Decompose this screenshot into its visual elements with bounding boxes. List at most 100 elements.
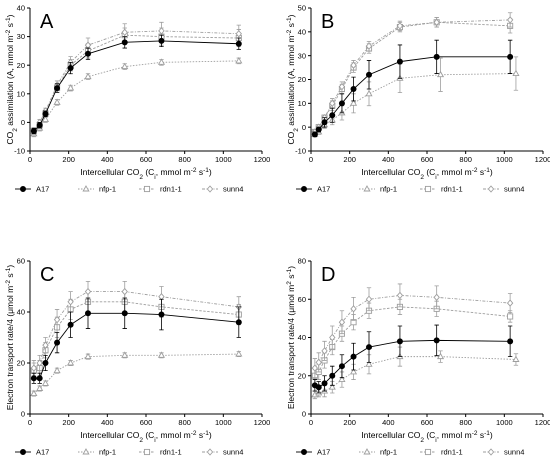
data-point: [506, 299, 514, 307]
data-point: [42, 341, 49, 349]
panel-letter: B: [321, 11, 334, 33]
data-point: [30, 389, 38, 397]
series-line: [33, 312, 239, 379]
data-point: [396, 338, 403, 345]
data-point: [436, 352, 445, 360]
data-point: [54, 339, 61, 346]
legend-label: sunn4: [223, 185, 243, 194]
legend-label: sunn4: [504, 448, 524, 457]
legend-item-rdn1-1: rdn1-1: [139, 185, 182, 194]
series-sunn4: [311, 12, 514, 136]
data-point: [329, 112, 336, 119]
x-tick-label: 1000: [215, 418, 232, 427]
data-point: [67, 65, 74, 72]
y-tick-label: 0: [21, 410, 25, 419]
series-line: [314, 356, 516, 396]
legend-marker: [19, 185, 26, 192]
y-tick-label: 40: [298, 333, 306, 342]
y-tick-label: 20: [17, 359, 25, 368]
data-point: [315, 384, 322, 391]
data-point: [321, 347, 328, 355]
panel-d: 0 200 400 600 800 1000 1200 0 20 40 60 80 D Intercell…: [286, 257, 550, 457]
legend: A17 nfp-1 rdn1-1 sunn4: [296, 448, 524, 457]
data-point: [329, 333, 336, 342]
legend: A17 nfp-1 rdn1-1 sunn4: [15, 185, 243, 194]
x-tick-label: 800: [178, 418, 191, 427]
data-point: [365, 89, 373, 97]
data-point: [235, 56, 243, 64]
series-a17: [311, 39, 514, 138]
data-point: [338, 363, 345, 370]
x-tick-label: 600: [140, 155, 153, 164]
data-point: [235, 30, 242, 38]
data-point: [338, 318, 346, 326]
data-point: [41, 379, 50, 386]
x-tick-label: 0: [28, 155, 32, 164]
data-point: [350, 353, 357, 360]
legend-item-nfp-1: nfp-1: [359, 448, 397, 457]
series-line: [314, 306, 511, 377]
y-tick-label: 10: [298, 99, 306, 108]
legend-label: nfp-1: [99, 448, 116, 457]
data-point: [507, 53, 514, 60]
data-point: [235, 40, 242, 47]
data-point: [84, 352, 92, 360]
data-point: [36, 375, 43, 382]
data-point: [30, 127, 37, 134]
series-a17: [30, 34, 242, 135]
series-line: [33, 40, 239, 132]
legend-item-sunn4: sunn4: [483, 448, 524, 457]
x-tick-label: 200: [62, 155, 75, 164]
x-tick-label: 800: [459, 155, 472, 164]
y-axis-title: CO2 assimilation (A, mmol m-2 s-1): [286, 14, 300, 144]
legend-marker: [143, 185, 151, 193]
x-tick-label: 1000: [215, 155, 232, 164]
x-tick-label: 1200: [535, 418, 550, 427]
y-axis-title: Electron transport rate/4 (μmol m-2 s-1): [5, 265, 16, 411]
legend-item-a17: A17: [296, 185, 330, 194]
legend-item-sunn4: sunn4: [202, 185, 243, 194]
data-point: [350, 305, 357, 313]
x-tick-label: 1200: [535, 155, 550, 164]
data-point: [67, 321, 74, 328]
data-point: [42, 110, 49, 117]
legend-item-nfp-1: nfp-1: [78, 448, 116, 457]
data-point: [396, 58, 403, 65]
data-point: [121, 28, 128, 36]
x-tick-label: 600: [421, 155, 434, 164]
data-point: [436, 70, 445, 78]
legend-label: nfp-1: [380, 448, 397, 457]
data-point: [121, 62, 129, 70]
data-point: [512, 355, 520, 362]
data-point: [365, 344, 372, 351]
data-point: [338, 375, 346, 383]
data-point: [41, 115, 50, 122]
panel-c: 0 200 400 600 800 1000 1200 0 20 40 60 C Intercellul…: [5, 257, 271, 457]
legend-marker: [487, 448, 495, 456]
series-nfp-1: [311, 56, 520, 138]
data-point: [396, 22, 404, 30]
data-point: [349, 99, 358, 106]
legend-label: nfp-1: [380, 185, 397, 194]
y-tick-label: 0: [302, 410, 306, 419]
data-point: [121, 287, 128, 296]
data-point: [433, 53, 440, 60]
legend-marker: [424, 448, 432, 456]
legend-label: A17: [317, 185, 330, 194]
data-point: [507, 338, 514, 345]
legend-marker: [487, 185, 495, 193]
data-point: [158, 37, 165, 44]
data-point: [157, 351, 166, 358]
series-line: [33, 301, 239, 372]
series-line: [33, 291, 239, 369]
data-point: [158, 311, 165, 318]
data-point: [53, 366, 61, 374]
legend-label: sunn4: [223, 448, 243, 457]
y-tick-label: 40: [17, 4, 25, 13]
data-point: [36, 384, 44, 391]
legend-item-rdn1-1: rdn1-1: [139, 448, 182, 457]
legend-item-a17: A17: [296, 448, 330, 457]
series-line: [314, 56, 511, 135]
x-tick-label: 800: [178, 155, 191, 164]
legend-marker: [300, 448, 307, 455]
